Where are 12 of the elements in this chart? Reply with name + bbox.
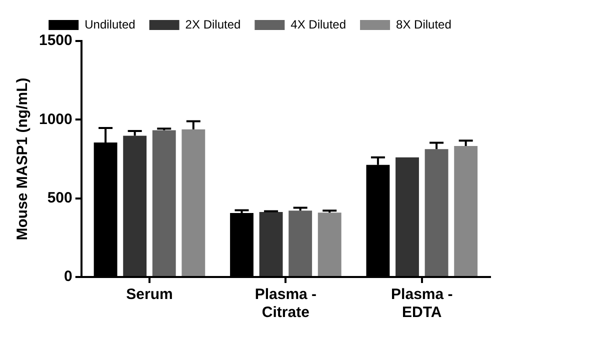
y-tick-label: 1000 <box>38 110 72 128</box>
y-axis-title: Mouse MASP1 (ng/mL) <box>14 78 32 240</box>
legend-label: 2X Diluted <box>185 17 241 32</box>
y-tick-label: 500 <box>47 189 72 206</box>
legend-label: 8X Diluted <box>396 17 452 32</box>
x-tick-label: Plasma - EDTA <box>391 286 453 322</box>
y-tick-label: 0 <box>64 268 72 286</box>
y-tick-label: 1500 <box>38 32 72 50</box>
legend-label: Undiluted <box>84 17 136 32</box>
x-tick-label: Serum <box>126 286 173 304</box>
legend-label: 4X Diluted <box>290 17 346 32</box>
x-tick-label: Plasma - Citrate <box>254 286 317 322</box>
